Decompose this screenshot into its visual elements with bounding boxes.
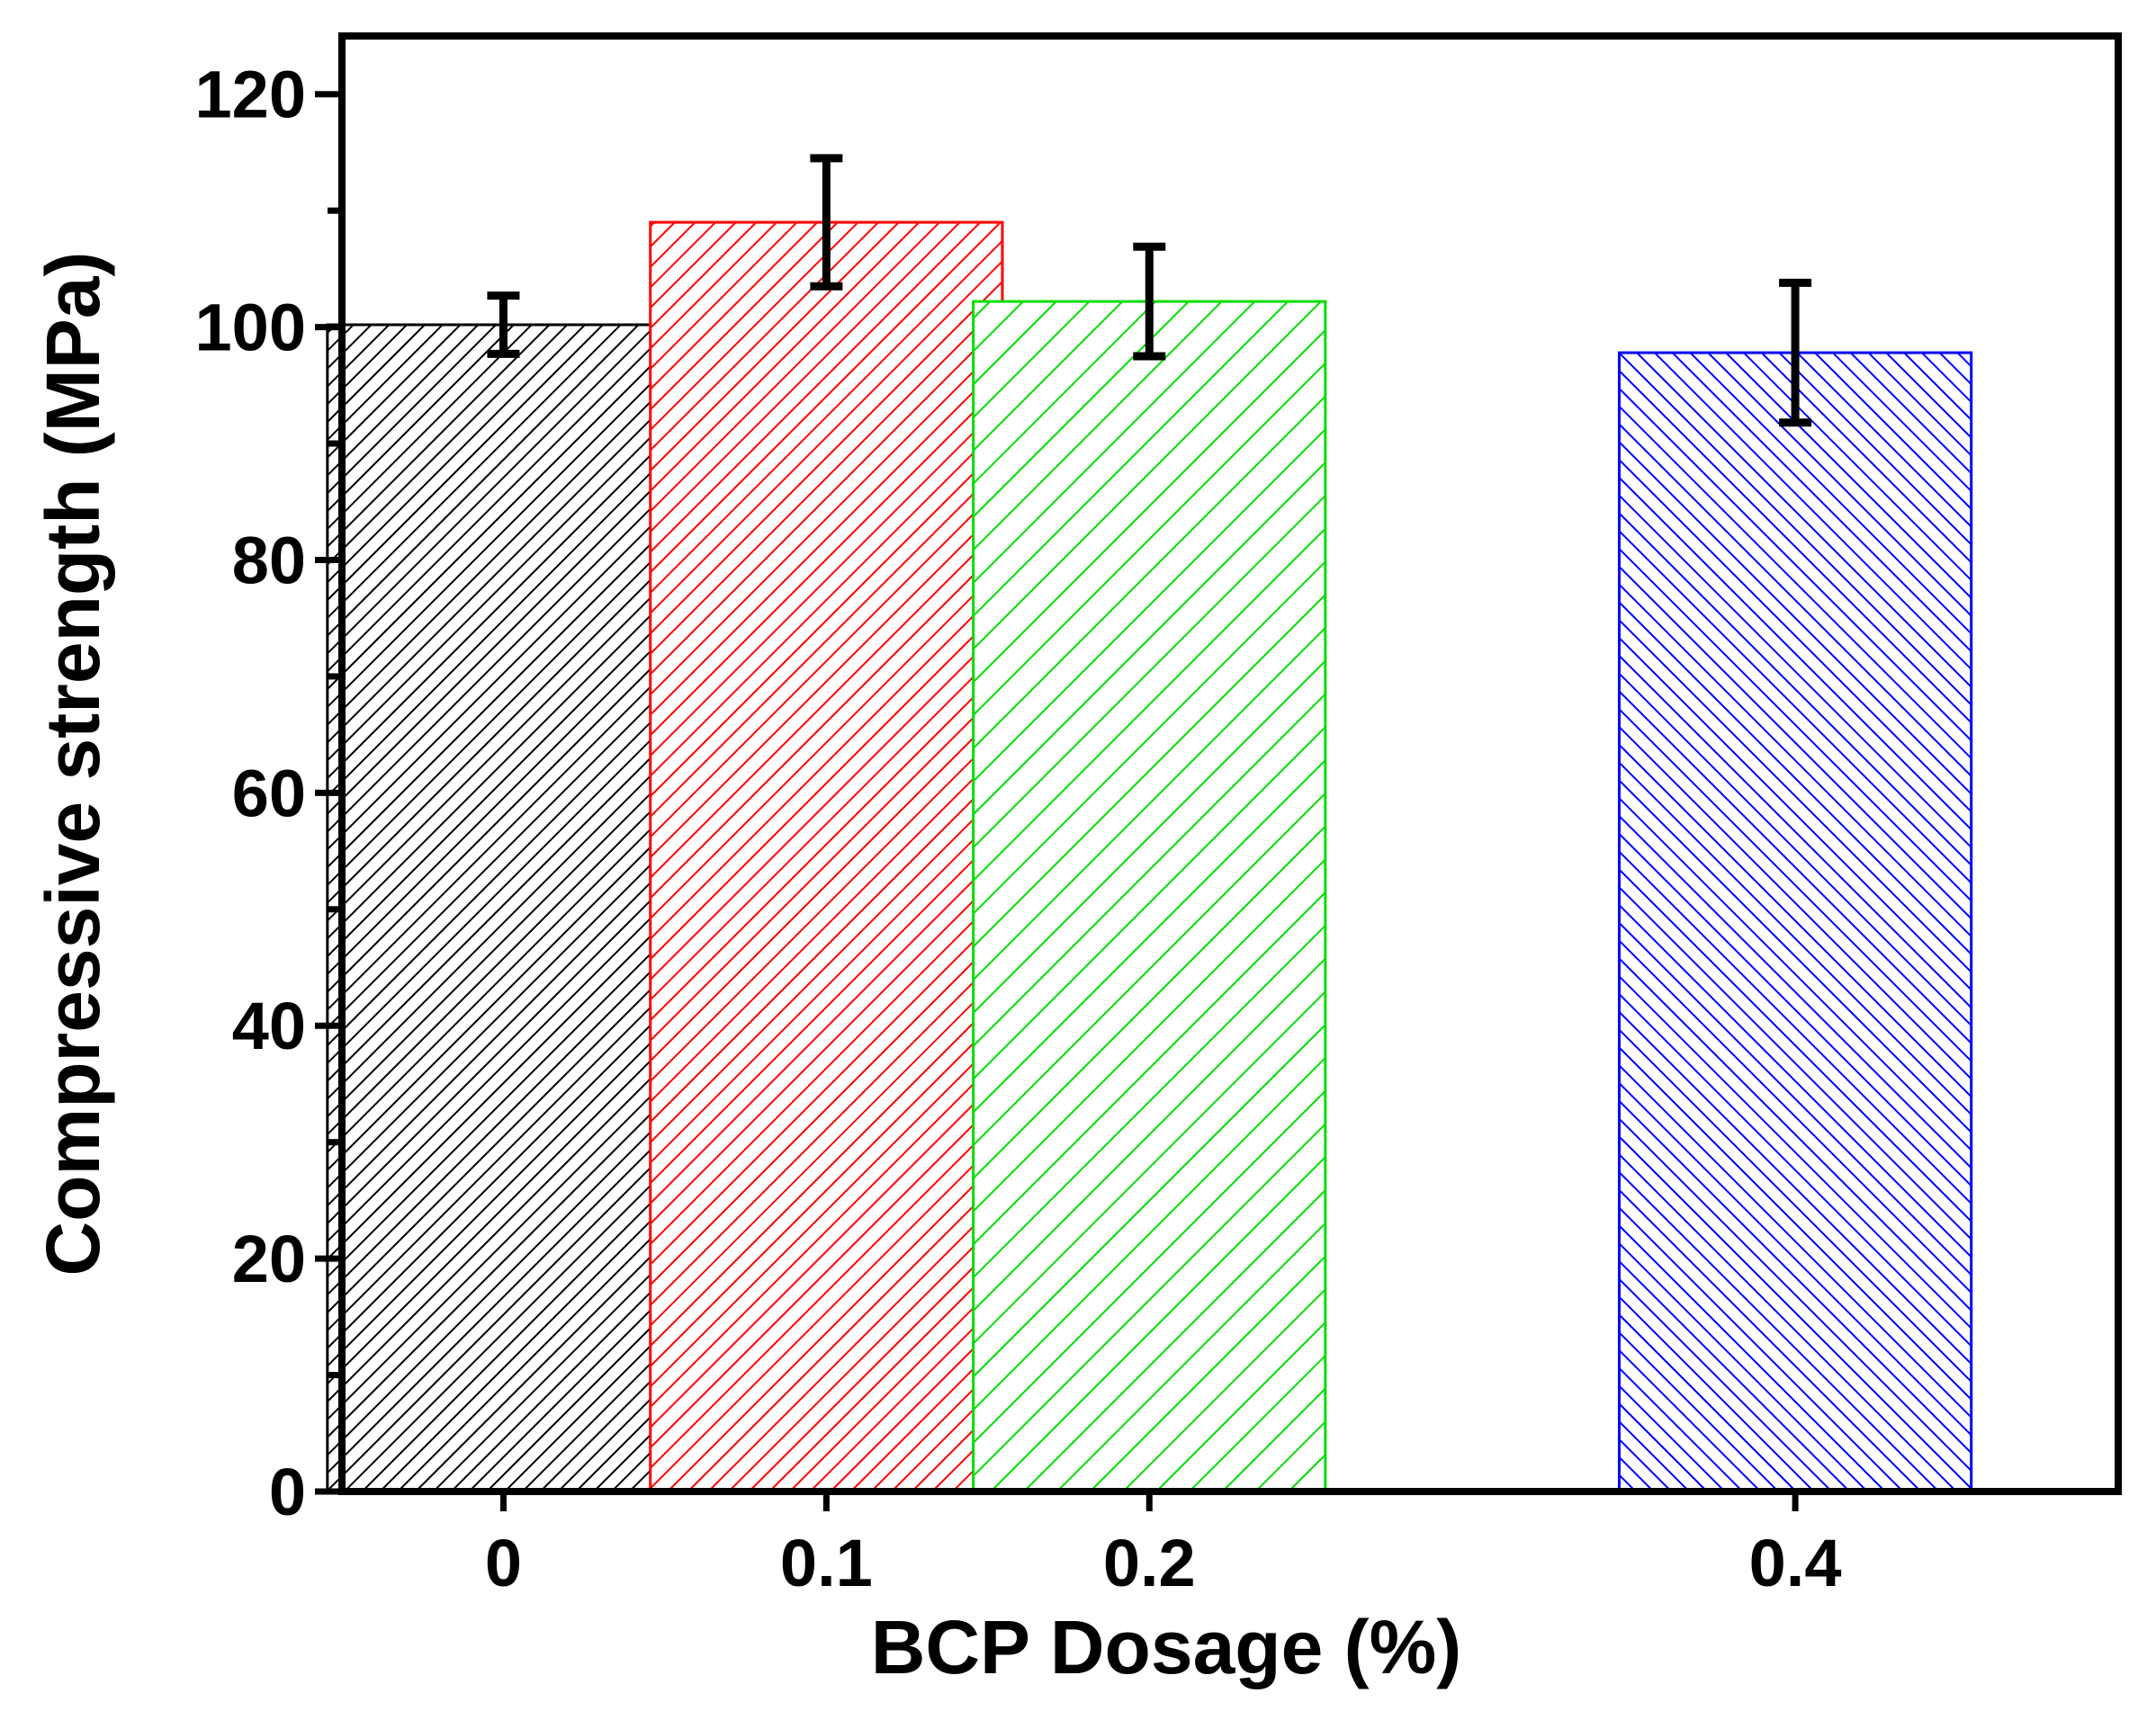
bars [326, 220, 1973, 1493]
bar-0 [326, 323, 681, 1493]
bar-0.2 [972, 300, 1327, 1493]
y-tick-label: 20 [232, 1222, 306, 1296]
x-tick-label: 0.1 [780, 1526, 873, 1600]
x-tick-label: 0.4 [1749, 1526, 1842, 1600]
x-tick-label: 0.2 [1103, 1526, 1196, 1600]
x-tick-label: 0 [485, 1526, 522, 1600]
y-axis-label: Compressive strength (MPa) [31, 252, 115, 1277]
y-tick-label: 0 [269, 1455, 306, 1529]
plot-frame [338, 32, 2122, 1495]
bar-0.4 [1617, 351, 1973, 1493]
error-bar-0 [487, 291, 520, 358]
error-bars [487, 154, 1812, 427]
y-tick-label: 100 [195, 291, 306, 365]
bar-0.1 [649, 220, 1004, 1493]
y-tick-label: 40 [232, 989, 306, 1063]
y-tick-label: 60 [232, 756, 306, 830]
x-axis: 0 0.1 0.2 0.4 [485, 1492, 1842, 1600]
error-bar-0.1 [810, 154, 843, 291]
y-tick-label: 120 [195, 58, 306, 132]
error-bar-0.4 [1779, 278, 1812, 427]
error-bar-0.2 [1133, 242, 1166, 361]
y-tick-label: 80 [232, 523, 306, 597]
x-axis-label: BCP Dosage (%) [871, 1605, 1462, 1689]
y-axis: 0 20 40 60 80 100 120 [195, 58, 342, 1529]
